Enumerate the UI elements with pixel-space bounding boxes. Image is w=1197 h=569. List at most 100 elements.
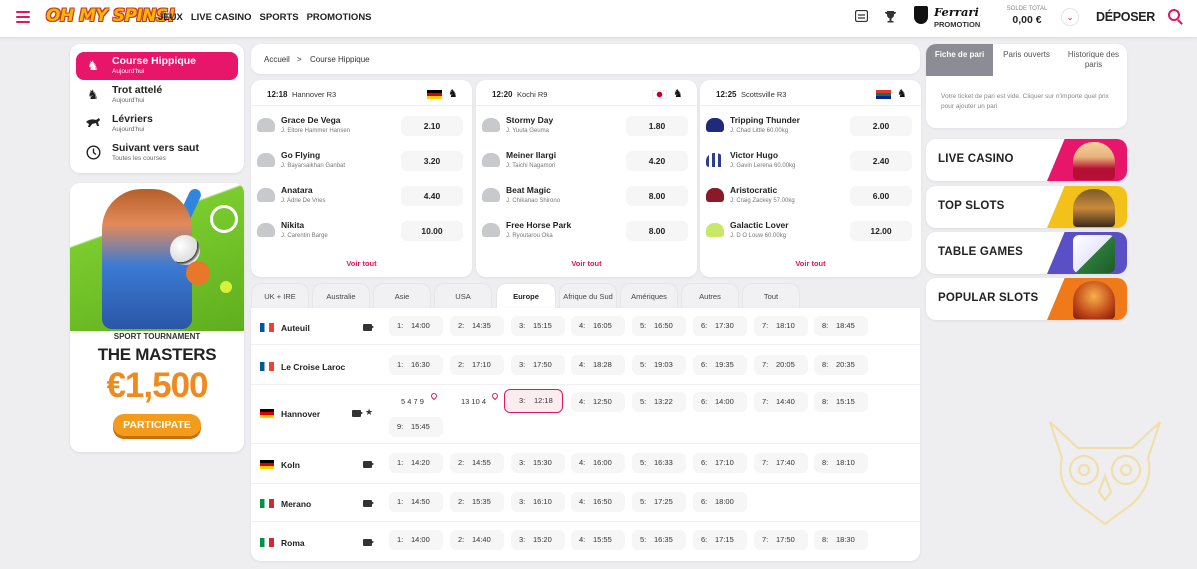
tab-europe[interactable]: Europe xyxy=(496,283,556,309)
breadcrumb-home[interactable]: Accueil xyxy=(264,55,290,64)
odds-button[interactable]: 2.10 xyxy=(401,116,463,136)
race-slot[interactable]: 8: 18:10 xyxy=(814,453,868,473)
inbox-icon[interactable] xyxy=(854,9,869,25)
race-slot[interactable]: 5: 16:50 xyxy=(632,316,686,336)
tab-ameriques[interactable]: Amériques xyxy=(620,283,678,309)
meeting-name[interactable]: Roma xyxy=(281,538,305,548)
race-slot[interactable]: 1: 14:50 xyxy=(389,492,443,512)
race-card-header[interactable]: 12:20 Kochi R9 ♞ xyxy=(476,80,697,106)
video-icon[interactable] xyxy=(352,410,361,417)
star-icon[interactable]: ★ xyxy=(365,407,374,417)
race-slot[interactable]: 8: 15:15 xyxy=(814,392,868,412)
race-slot[interactable]: 2: 14:35 xyxy=(450,316,504,336)
see-all-link[interactable]: Voir tout xyxy=(346,259,377,268)
odds-button[interactable]: 8.00 xyxy=(626,221,688,241)
see-all-link[interactable]: Voir tout xyxy=(571,259,602,268)
tab-tout[interactable]: Tout xyxy=(742,283,800,309)
tab-usa[interactable]: USA xyxy=(434,283,492,309)
race-slot[interactable]: 3: 15:30 xyxy=(511,453,565,473)
race-slot[interactable]: 1: 14:00 xyxy=(389,530,443,550)
deposit-button[interactable]: DÉPOSER xyxy=(1096,10,1156,24)
odds-button[interactable]: 3.20 xyxy=(401,151,463,171)
race-slot[interactable]: 4: 16:50 xyxy=(571,492,625,512)
race-result[interactable]: 13 10 4 xyxy=(461,397,487,406)
odds-button[interactable]: 10.00 xyxy=(401,221,463,241)
race-slot[interactable]: 7: 17:40 xyxy=(754,453,808,473)
meeting-name[interactable]: Hannover xyxy=(281,409,321,419)
trophy-icon[interactable] xyxy=(884,10,897,26)
race-slot[interactable]: 5: 13:22 xyxy=(632,392,686,412)
race-slot[interactable]: 6: 19:35 xyxy=(693,355,747,375)
sidebar-item-trot[interactable]: ♞ Trot attelé Aujourd'hui xyxy=(76,81,238,109)
race-slot[interactable]: 5: 19:03 xyxy=(632,355,686,375)
tab-asie[interactable]: Asie xyxy=(373,283,431,309)
sidebar-item-horse-racing[interactable]: ♞ Course Hippique Aujourd'hui xyxy=(76,52,238,80)
odds-button[interactable]: 4.40 xyxy=(401,186,463,206)
race-slot[interactable]: 6: 17:15 xyxy=(693,530,747,550)
race-slot[interactable]: 1: 14:00 xyxy=(389,316,443,336)
top-slots-card[interactable]: TOP SLOTS xyxy=(926,186,1127,228)
site-logo[interactable]: OH MY SPINS! xyxy=(46,6,176,26)
odds-button[interactable]: 1.80 xyxy=(626,116,688,136)
video-icon[interactable] xyxy=(363,500,372,507)
race-slot-live[interactable]: 3: 12:18 xyxy=(504,389,563,413)
race-slot[interactable]: 4: 18:28 xyxy=(571,355,625,375)
race-slot[interactable]: 2: 17:10 xyxy=(450,355,504,375)
odds-button[interactable]: 8.00 xyxy=(626,186,688,206)
tab-uk-ire[interactable]: UK + IRE xyxy=(251,283,309,309)
video-icon[interactable] xyxy=(363,461,372,468)
meeting-name[interactable]: Merano xyxy=(281,499,312,509)
odds-button[interactable]: 2.40 xyxy=(850,151,912,171)
race-slot[interactable]: 8: 20:35 xyxy=(814,355,868,375)
video-icon[interactable] xyxy=(363,324,372,331)
tab-bet-slip[interactable]: Fiche de pari xyxy=(926,44,993,76)
odds-button[interactable]: 12.00 xyxy=(850,221,912,241)
popular-slots-card[interactable]: POPULAR SLOTS xyxy=(926,278,1127,320)
nav-live-casino[interactable]: LIVE CASINO xyxy=(190,12,252,23)
nav-sports[interactable]: SPORTS xyxy=(259,12,299,23)
search-icon[interactable] xyxy=(1168,9,1180,21)
video-icon[interactable] xyxy=(363,539,372,546)
race-slot[interactable]: 1: 14:20 xyxy=(389,453,443,473)
race-slot[interactable]: 7: 17:50 xyxy=(754,530,808,550)
race-slot[interactable]: 1: 16:30 xyxy=(389,355,443,375)
meeting-name[interactable]: Auteuil xyxy=(281,323,310,333)
race-slot[interactable]: 7: 18:10 xyxy=(754,316,808,336)
race-slot[interactable]: 8: 18:45 xyxy=(814,316,868,336)
race-slot[interactable]: 8: 18:30 xyxy=(814,530,868,550)
see-all-link[interactable]: Voir tout xyxy=(795,259,826,268)
race-slot[interactable]: 5: 16:35 xyxy=(632,530,686,550)
tab-australie[interactable]: Australie xyxy=(312,283,370,309)
tab-open-bets[interactable]: Paris ouverts xyxy=(1003,50,1050,59)
race-slot[interactable]: 2: 14:40 xyxy=(450,530,504,550)
sidebar-item-greyhounds[interactable]: Lévriers Aujourd'hui xyxy=(76,110,238,138)
race-slot[interactable]: 2: 14:55 xyxy=(450,453,504,473)
race-slot[interactable]: 5: 17:25 xyxy=(632,492,686,512)
live-casino-card[interactable]: LIVE CASINO xyxy=(926,139,1127,181)
race-card-header[interactable]: 12:25 Scottsville R3 ♞ xyxy=(700,80,921,106)
sidebar-item-next-to-jump[interactable]: Suivant vers saut Toutes les courses xyxy=(76,139,238,167)
odds-button[interactable]: 2.00 xyxy=(850,116,912,136)
participate-button[interactable]: PARTICIPATE xyxy=(113,414,201,436)
tab-autres[interactable]: Autres xyxy=(681,283,739,309)
menu-icon[interactable] xyxy=(16,11,30,23)
race-slot[interactable]: 9: 15:45 xyxy=(389,417,443,437)
race-slot[interactable]: 4: 16:00 xyxy=(571,453,625,473)
chevron-down-icon[interactable]: ⌄ xyxy=(1061,8,1079,26)
race-slot[interactable]: 4: 12:50 xyxy=(571,392,625,412)
meeting-name[interactable]: Le Croise Laroc xyxy=(281,362,346,372)
race-result[interactable]: 5 4 7 9 xyxy=(401,397,424,406)
race-slot[interactable]: 4: 16:05 xyxy=(571,316,625,336)
table-games-card[interactable]: TABLE GAMES xyxy=(926,232,1127,274)
race-slot[interactable]: 3: 16:10 xyxy=(511,492,565,512)
tab-afrique-du-sud[interactable]: Afrique du Sud xyxy=(559,283,617,309)
odds-button[interactable]: 4.20 xyxy=(626,151,688,171)
nav-games[interactable]: JEUX xyxy=(158,12,183,23)
tournament-promo[interactable]: SPORT TOURNAMENT THE MASTERS €1,500 PART… xyxy=(70,183,244,452)
race-slot[interactable]: 6: 17:30 xyxy=(693,316,747,336)
race-slot[interactable]: 6: 18:00 xyxy=(693,492,747,512)
race-card-header[interactable]: 12:18 Hannover R3 ♞ xyxy=(251,80,472,106)
race-slot[interactable]: 6: 14:00 xyxy=(693,392,747,412)
race-slot[interactable]: 3: 17:50 xyxy=(511,355,565,375)
race-slot[interactable]: 3: 15:15 xyxy=(511,316,565,336)
